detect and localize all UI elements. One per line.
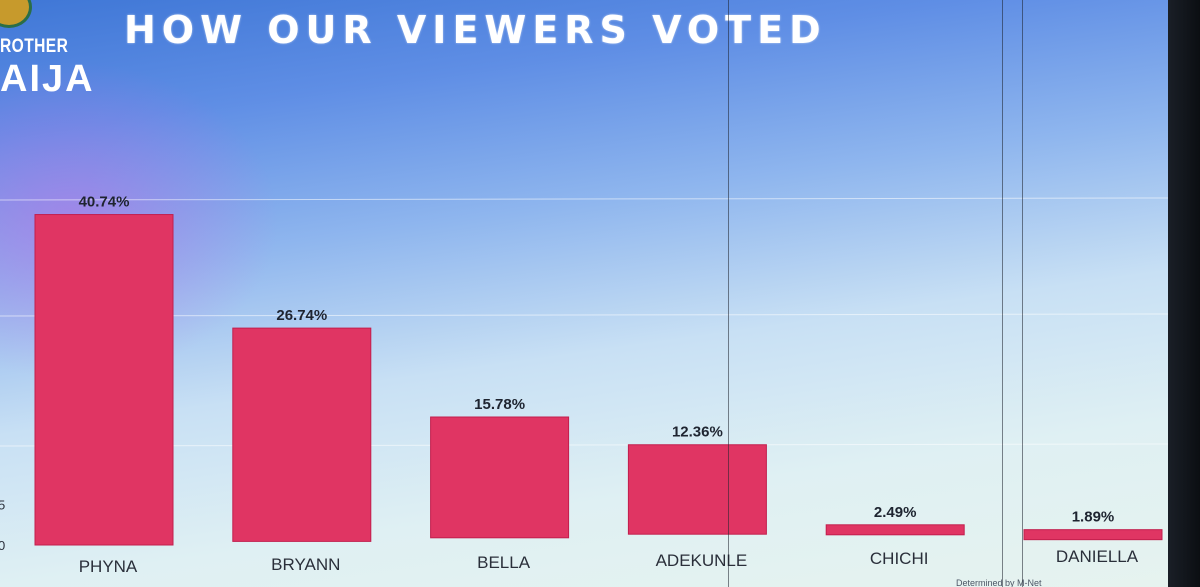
grid-line (0, 313, 1168, 317)
bar (627, 444, 767, 535)
category-label: ADEKUNLE (656, 551, 748, 570)
category-label: BRYANN (271, 555, 340, 574)
category-label: BELLA (477, 553, 531, 572)
show-logo-badge (0, 0, 32, 28)
screen-glare-line (1022, 0, 1023, 587)
logo-text-bottom: AIJA (0, 58, 95, 100)
bar (232, 327, 372, 542)
y-tick-label: 5 (0, 497, 5, 512)
category-label: CHICHI (870, 549, 929, 568)
bar-value-label: 15.78% (474, 396, 525, 413)
grid-line (0, 197, 1168, 201)
screen-glare-line (1002, 0, 1003, 587)
category-label: DANIELLA (1056, 547, 1139, 566)
bar (1023, 529, 1163, 541)
bar-value-label: 12.36% (672, 424, 723, 441)
bar (34, 214, 174, 546)
bar (825, 524, 965, 536)
y-tick-label: 0 (0, 538, 5, 553)
grid-line (0, 443, 1168, 447)
bar (430, 416, 570, 539)
bar-value-label: 26.74% (276, 307, 327, 324)
chart-title: HOW OUR VIEWERS VOTED (124, 8, 827, 52)
bar-value-label: 2.49% (874, 504, 917, 521)
tv-screen: ROTHER AIJA HOW OUR VIEWERS VOTED 5 0 40.7… (0, 0, 1168, 587)
logo-text-top: ROTHER (0, 36, 69, 57)
bar-value-label: 40.74% (79, 194, 130, 211)
monitor-bezel (1168, 0, 1200, 587)
vote-bar-chart: 5 0 40.74% PHYNA 26.74% BRYANN 15.78% BELLA 12.3… (0, 194, 1168, 576)
bar-value-label: 1.89% (1072, 509, 1115, 526)
category-label: PHYNA (79, 557, 138, 576)
footer-note: Determined by M-Net (956, 578, 1042, 587)
screen-glare-line (728, 0, 729, 587)
